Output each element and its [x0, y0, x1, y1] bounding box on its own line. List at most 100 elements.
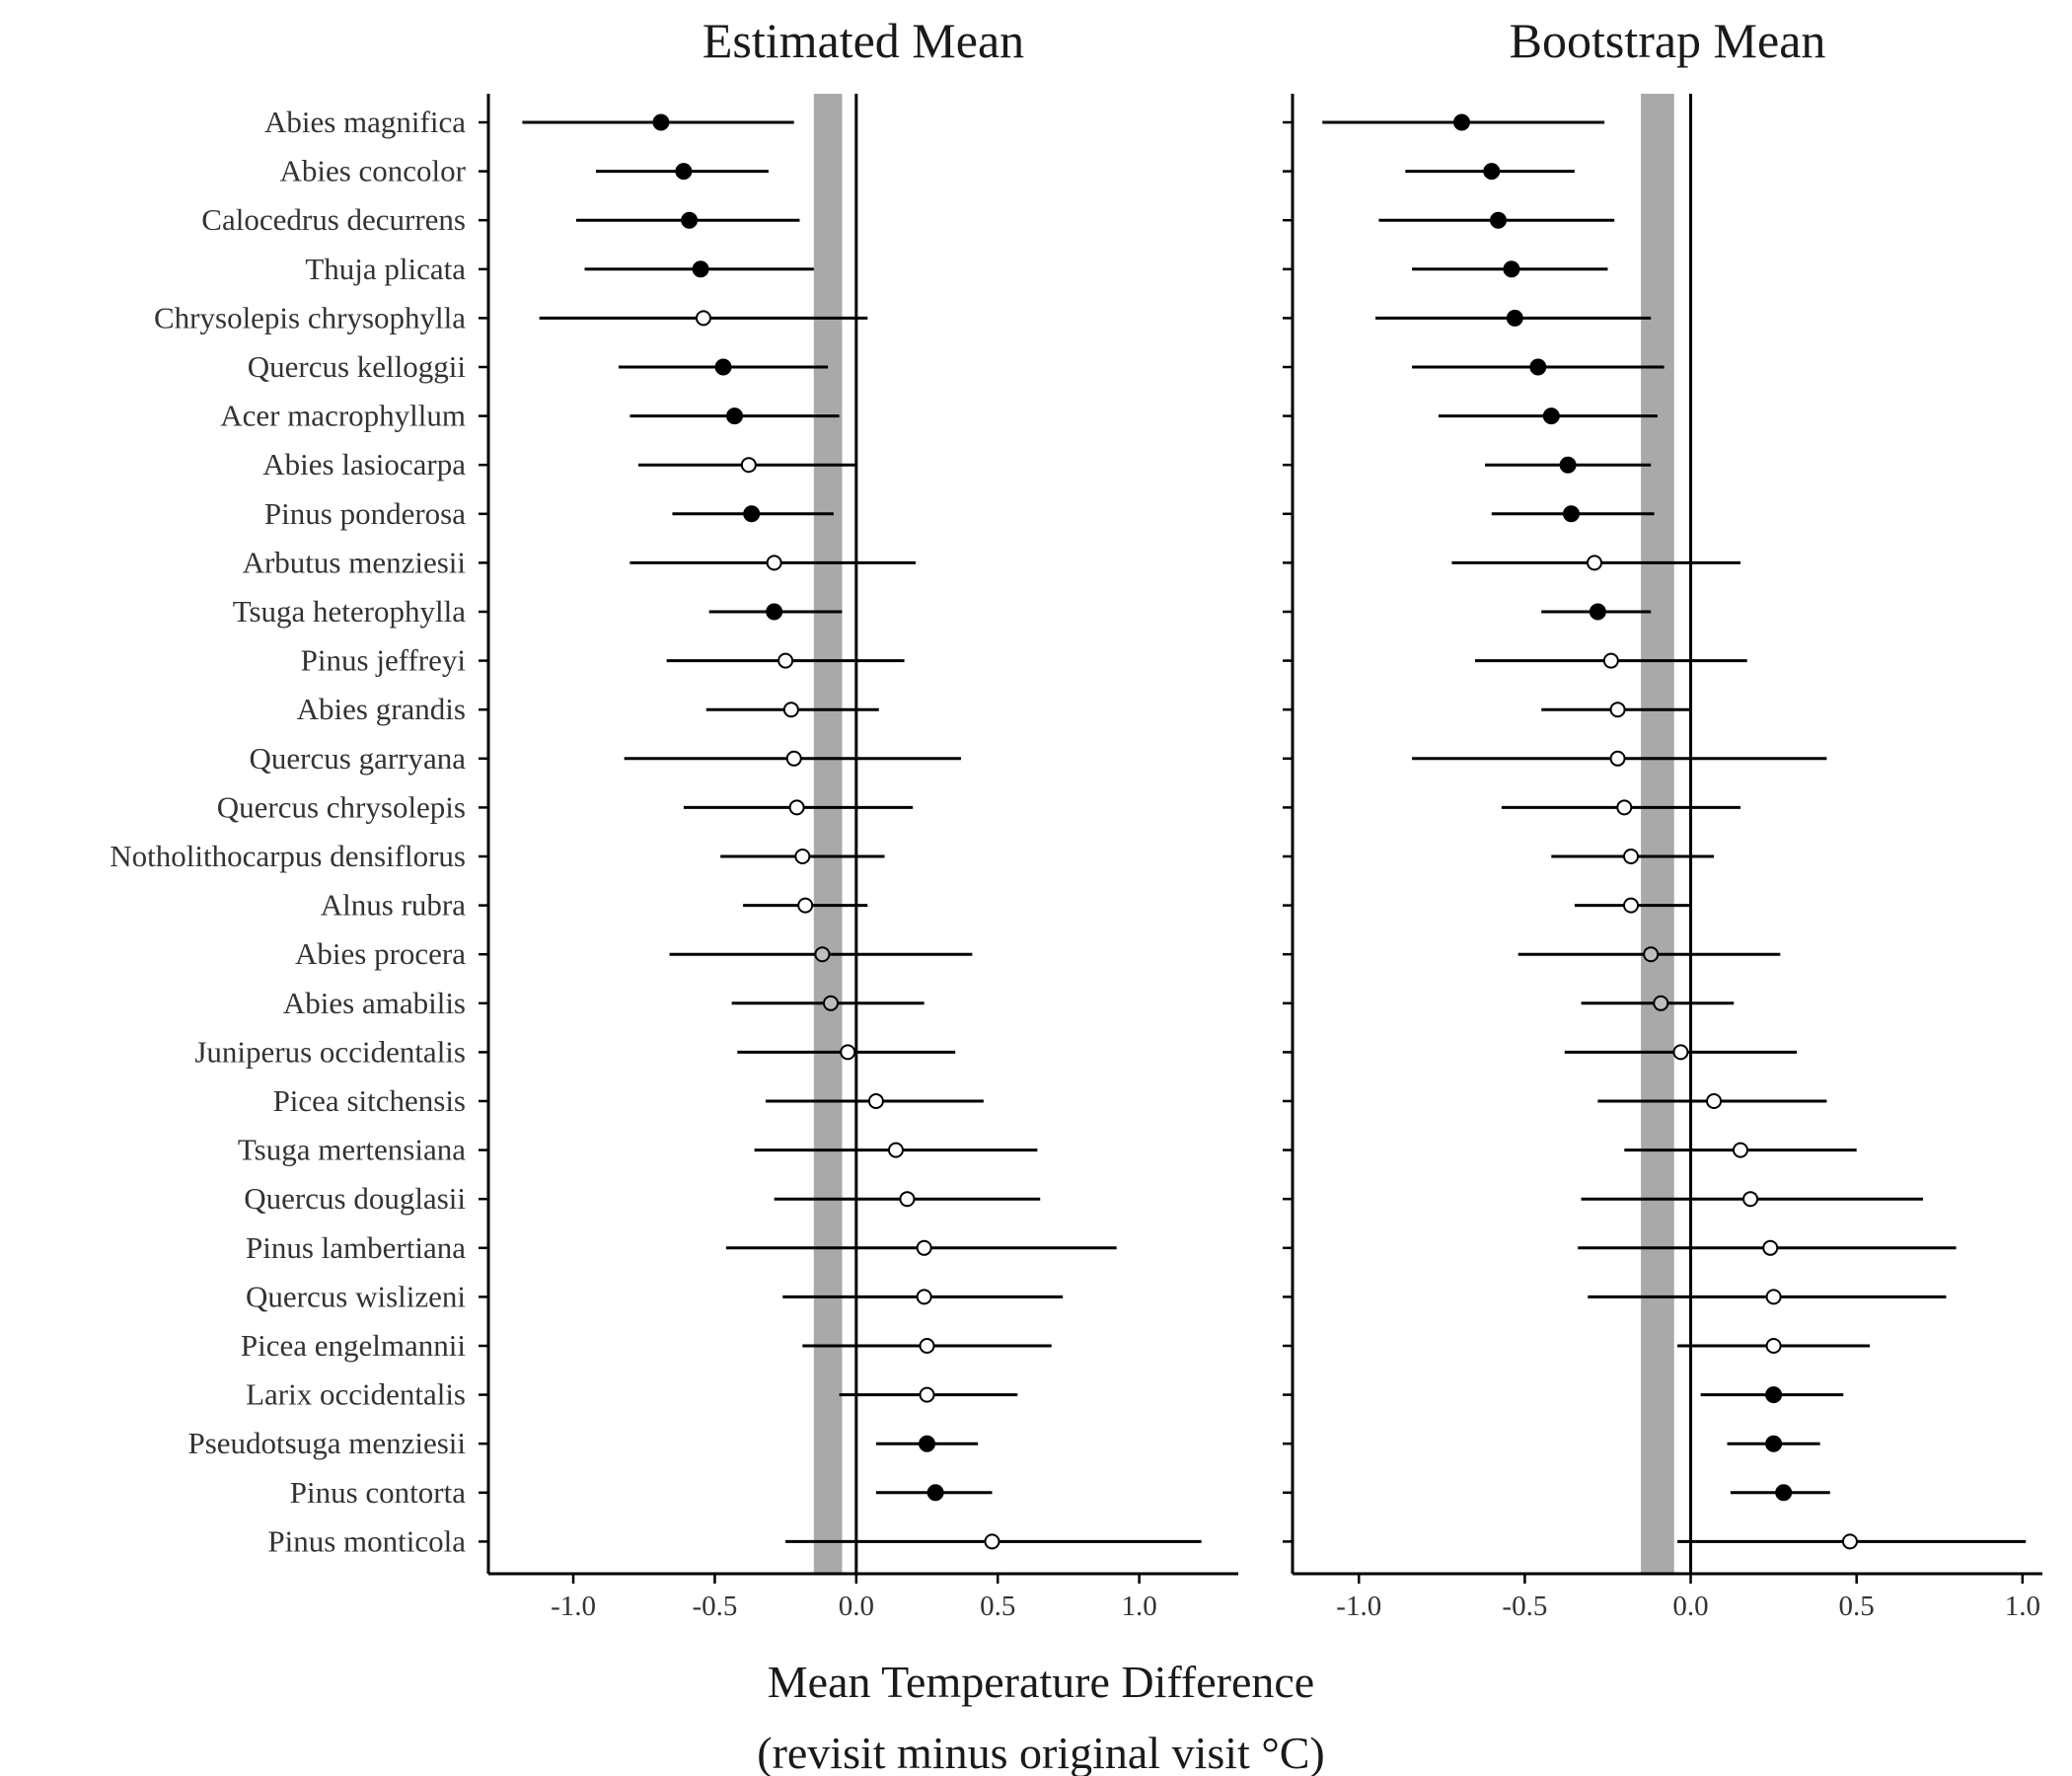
mean-point: [1765, 1289, 1782, 1305]
species-label: Abies magnifica: [264, 105, 466, 139]
species-label: Acer macrophyllum: [220, 399, 466, 433]
species-label: Calocedrus decurrens: [201, 202, 466, 237]
mean-point: [1529, 358, 1547, 376]
mean-point: [766, 555, 782, 571]
mean-point: [1765, 1386, 1783, 1404]
mean-point: [782, 702, 799, 718]
reference-band: [1641, 94, 1674, 1574]
mean-point: [1483, 163, 1501, 181]
mean-point: [1489, 211, 1507, 229]
species-label: Quercus douglasii: [244, 1181, 466, 1216]
mean-point: [1653, 995, 1669, 1011]
panel-title: Bootstrap Mean: [1510, 13, 1826, 68]
species-label: Quercus chrysolepis: [217, 789, 466, 824]
x-tick-label: -1.0: [551, 1591, 596, 1622]
species-label: Pinus lambertiana: [246, 1230, 466, 1265]
mean-point: [919, 1435, 936, 1452]
mean-point: [1506, 309, 1523, 327]
mean-point: [1742, 1191, 1759, 1208]
mean-point: [692, 260, 709, 278]
species-label: Juniperus occidentalis: [194, 1034, 466, 1069]
mean-point: [740, 457, 757, 474]
mean-point: [766, 603, 783, 621]
mean-point: [926, 1484, 944, 1502]
species-label: Chrysolepis chrysophylla: [154, 300, 466, 334]
mean-point: [1602, 652, 1619, 669]
species-label: Alnus rubra: [321, 888, 466, 923]
mean-point: [743, 505, 761, 523]
mean-point: [794, 849, 811, 864]
mean-point: [714, 358, 732, 376]
x-tick-label: 0.5: [1839, 1591, 1875, 1622]
species-label: Tsuga heterophylla: [233, 594, 467, 629]
mean-point: [1559, 456, 1577, 474]
species-label: Picea sitchensis: [273, 1083, 466, 1118]
x-tick-label: 0.5: [980, 1591, 1015, 1622]
mean-point: [1775, 1484, 1793, 1502]
mean-point: [916, 1289, 932, 1305]
mean-point: [919, 1338, 935, 1354]
species-label: Pinus monticola: [267, 1523, 466, 1558]
species-label: Notholithocarpus densiflorus: [110, 839, 466, 873]
species-label: Tsuga mertensiana: [238, 1133, 466, 1167]
mean-point: [840, 1044, 856, 1061]
mean-point: [1643, 946, 1660, 963]
mean-point: [1672, 1044, 1689, 1061]
species-label: Abies amabilis: [283, 986, 466, 1020]
species-label: Pinus jeffreyi: [301, 643, 467, 678]
reference-band: [813, 94, 843, 1574]
mean-point: [652, 113, 670, 131]
mean-point: [867, 1093, 884, 1109]
species-label: Quercus wislizeni: [246, 1279, 466, 1313]
species-label: Abies concolor: [279, 154, 466, 188]
mean-point: [814, 946, 831, 963]
mean-point: [1453, 113, 1471, 131]
mean-point: [681, 211, 699, 229]
species-label: Quercus kelloggii: [248, 349, 467, 384]
mean-point: [1589, 603, 1606, 621]
species-label: Abies procera: [295, 936, 466, 971]
species-label: Picea engelmannii: [241, 1328, 466, 1363]
x-tick-label: -1.0: [1336, 1591, 1381, 1622]
mean-point: [1765, 1338, 1782, 1354]
x-axis-label-sub: (revisit minus original visit °C): [757, 1728, 1324, 1776]
x-tick-label: 1.0: [1121, 1591, 1156, 1622]
x-tick-label: 1.0: [2005, 1591, 2040, 1622]
mean-point: [785, 750, 802, 767]
species-label: Pseudotsuga menziesii: [187, 1426, 466, 1460]
mean-point: [1587, 555, 1603, 571]
mean-point: [726, 407, 744, 425]
x-axis-label: Mean Temperature Difference: [768, 1657, 1314, 1707]
panel-estimated-mean: Estimated Mean -1.0 -0.5 0.0 0.5 1.0: [479, 13, 1238, 1622]
mean-point: [1732, 1142, 1748, 1158]
mean-point: [1542, 407, 1560, 425]
mean-point: [887, 1142, 904, 1158]
species-label: Larix occidentalis: [246, 1377, 466, 1412]
mean-point: [1762, 1239, 1779, 1256]
panel-bootstrap-mean: Bootstrap Mean -1.0 -0.5 0.0 0.5 1.0: [1283, 13, 2042, 1622]
mean-point: [919, 1386, 935, 1403]
mean-point: [916, 1239, 932, 1256]
species-label: Pinus ponderosa: [264, 496, 466, 531]
mean-point: [1765, 1435, 1783, 1452]
species-label: Abies lasiocarpa: [262, 447, 466, 481]
mean-point: [823, 995, 840, 1011]
x-tick-label: -0.5: [1502, 1591, 1547, 1622]
panel-title: Estimated Mean: [703, 13, 1024, 68]
mean-point: [788, 799, 805, 816]
species-label: Pinus contorta: [290, 1475, 466, 1510]
mean-point: [777, 652, 794, 669]
species-label: Quercus garryana: [250, 741, 467, 776]
mean-point: [1706, 1093, 1723, 1109]
mean-point: [984, 1533, 1000, 1550]
mean-point: [1609, 750, 1626, 767]
mean-point: [1841, 1533, 1858, 1550]
x-tick-label: 0.0: [1672, 1591, 1708, 1622]
mean-point: [899, 1191, 916, 1208]
mean-point: [675, 163, 693, 181]
mean-point: [695, 310, 711, 327]
mean-point: [1503, 260, 1520, 278]
mean-point: [1609, 702, 1626, 718]
species-label: Abies grandis: [297, 692, 466, 726]
